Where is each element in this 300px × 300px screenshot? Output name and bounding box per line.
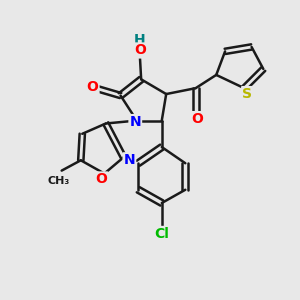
Text: O: O [95, 172, 107, 186]
Text: O: O [134, 44, 146, 58]
Text: O: O [87, 80, 98, 94]
Text: N: N [124, 153, 135, 167]
Text: CH₃: CH₃ [48, 176, 70, 187]
Text: Cl: Cl [154, 227, 169, 241]
Text: N: N [130, 115, 141, 129]
Text: S: S [242, 87, 252, 101]
Text: O: O [191, 112, 203, 126]
Text: H: H [134, 34, 146, 47]
